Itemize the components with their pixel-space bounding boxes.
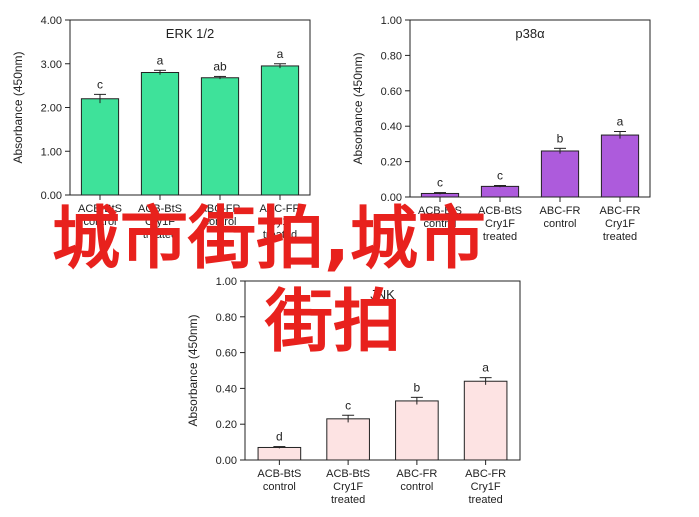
bar	[260, 65, 300, 196]
y-tick-label: 0.00	[381, 192, 402, 204]
bar	[80, 98, 120, 196]
annotation: b	[414, 380, 421, 394]
y-tick-label: 0.20	[216, 419, 237, 431]
annotation: c	[497, 168, 503, 182]
bar	[140, 72, 180, 196]
x-tick-label: control	[83, 216, 116, 228]
x-tick-label: ACB-BtS	[326, 468, 370, 480]
annotation: ab	[213, 59, 227, 73]
x-tick-label: Cry1F	[485, 218, 515, 230]
x-tick-label: ACB-BtS	[418, 205, 462, 217]
y-tick-label: 0.80	[216, 312, 237, 324]
overlay-text: 街拍	[264, 283, 401, 362]
annotation: a	[482, 361, 489, 375]
x-tick-label: ACB-BtS	[78, 203, 122, 215]
x-tick-label: Cry1F	[333, 481, 363, 493]
bar	[200, 77, 240, 196]
plot-frame	[244, 280, 521, 461]
x-tick-label: Cry1F	[471, 481, 501, 493]
x-tick-label: control	[543, 218, 576, 230]
y-tick-label: 0.80	[381, 50, 402, 62]
x-tick-label: ACB-BtS	[478, 205, 522, 217]
x-tick-label: Cry1F	[265, 216, 295, 228]
x-tick-label: treated	[331, 494, 365, 506]
bar	[257, 446, 302, 461]
y-tick-label: 0.40	[216, 383, 237, 395]
x-tick-label: ACB-BtS	[257, 468, 301, 480]
annotation: d	[276, 430, 283, 444]
y-tick-label: 2.00	[41, 103, 62, 115]
x-tick-label: control	[203, 216, 236, 228]
bar	[463, 380, 508, 461]
annotation: a	[157, 53, 164, 67]
y-axis-label: Absorbance (450nm)	[351, 52, 365, 164]
annotation: a	[277, 47, 284, 61]
x-tick-label: ABC-FR	[540, 205, 581, 217]
y-tick-label: 0.00	[41, 190, 62, 202]
bar	[600, 134, 640, 198]
y-tick-label: 0.40	[381, 121, 402, 133]
x-tick-label: ABC-FR	[200, 203, 241, 215]
annotation: b	[557, 131, 564, 145]
overlay-text: 城市街拍,城市	[52, 200, 486, 279]
y-tick-label: 0.60	[381, 86, 402, 98]
x-tick-label: Cry1F	[145, 216, 175, 228]
y-axis-label: Absorbance (450nm)	[11, 51, 25, 163]
chart-title: ERK 1/2	[166, 26, 214, 41]
annotation: a	[617, 115, 624, 129]
chart-title: p38α	[515, 26, 545, 41]
x-tick-label: treated	[263, 229, 297, 241]
bar	[395, 400, 439, 461]
plot-frame	[409, 19, 651, 198]
y-tick-label: 1.00	[216, 276, 237, 288]
x-tick-label: ABC-FR	[260, 203, 301, 215]
bar	[480, 185, 520, 198]
x-tick-label: treated	[603, 231, 637, 243]
x-tick-label: treated	[469, 494, 503, 506]
x-tick-label: Cry1F	[605, 218, 635, 230]
x-tick-label: treated	[143, 229, 177, 241]
x-tick-label: ABC-FR	[600, 205, 641, 217]
x-tick-label: control	[263, 481, 296, 493]
x-tick-label: control	[423, 218, 456, 230]
x-tick-label: ABC-FR	[396, 468, 437, 480]
x-tick-label: ACB-BtS	[138, 203, 182, 215]
y-tick-label: 1.00	[381, 15, 402, 27]
chart-title: JNK	[370, 287, 395, 302]
y-tick-label: 0.60	[216, 348, 237, 360]
y-axis-label: Absorbance (450nm)	[186, 314, 200, 426]
y-tick-label: 0.20	[381, 157, 402, 169]
bar	[326, 418, 370, 461]
x-tick-label: control	[400, 481, 433, 493]
annotation: c	[437, 176, 443, 190]
y-tick-label: 3.00	[41, 59, 62, 71]
y-tick-label: 4.00	[41, 15, 62, 27]
y-tick-label: 1.00	[41, 146, 62, 158]
bar	[540, 150, 580, 198]
x-tick-label: ABC-FR	[465, 468, 506, 480]
y-tick-label: 0.00	[216, 455, 237, 467]
x-tick-label: treated	[483, 231, 517, 243]
annotation: c	[345, 398, 351, 412]
annotation: c	[97, 77, 103, 91]
